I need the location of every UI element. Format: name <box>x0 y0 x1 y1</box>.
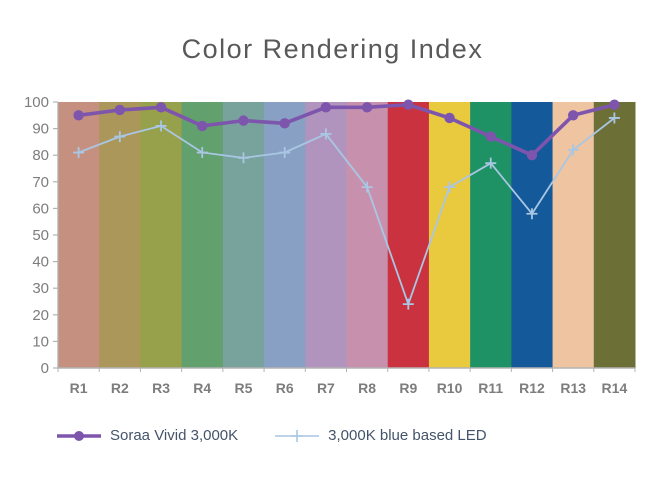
band-R7 <box>305 102 347 368</box>
band-R13 <box>552 102 595 368</box>
data-point-R13 <box>567 110 579 121</box>
data-point-R14 <box>609 99 620 110</box>
x-tick-label: R14 <box>602 380 628 396</box>
x-tick-label: R8 <box>358 380 376 396</box>
series-markers-3-000k-blue-based-led <box>73 112 620 310</box>
series-markers-soraa-vivid-3-000k <box>73 99 620 161</box>
x-tick-label: R4 <box>193 380 211 396</box>
data-point-R4 <box>197 120 208 132</box>
series-line-3-000k-blue-based-led <box>77 117 616 306</box>
x-tick-label: R9 <box>399 380 417 396</box>
legend-line-plus-icon <box>275 429 320 442</box>
chart-title: Color Rendering Index <box>181 34 484 64</box>
y-tick-label: 60 <box>32 200 49 217</box>
data-point-R7 <box>320 102 332 113</box>
x-tick-label: R13 <box>560 380 586 396</box>
data-point-R1 <box>73 147 85 159</box>
data-point-R5 <box>238 115 249 126</box>
x-tick-label: R5 <box>235 380 253 396</box>
x-tick-label: R3 <box>152 380 170 396</box>
data-point-R3 <box>155 102 167 113</box>
y-tick-label: 90 <box>32 121 49 138</box>
data-point-R6 <box>279 118 290 129</box>
band-R3 <box>140 102 183 368</box>
data-point-R14 <box>608 112 620 124</box>
data-point-R13 <box>567 144 579 156</box>
data-point-R5 <box>237 152 249 164</box>
band-R14 <box>593 102 636 368</box>
band-R12 <box>511 102 554 368</box>
data-point-R2 <box>114 131 126 143</box>
data-point-R1 <box>73 110 84 121</box>
legend-line-dot-icon <box>57 430 101 441</box>
data-point-R8 <box>361 102 373 113</box>
data-point-R2 <box>114 104 126 116</box>
band-R9 <box>387 102 430 368</box>
band-R10 <box>428 102 471 368</box>
data-point-R7 <box>320 128 332 140</box>
data-point-R12 <box>526 150 538 161</box>
data-point-R8 <box>361 181 373 193</box>
y-tick-label: 0 <box>41 360 49 377</box>
band-R1 <box>58 102 100 368</box>
x-tick-label: R12 <box>519 380 545 396</box>
band-R6 <box>264 102 306 368</box>
data-point-R10 <box>444 112 455 124</box>
y-tick-label: 50 <box>32 227 49 244</box>
y-tick-label: 70 <box>32 174 49 191</box>
band-R8 <box>346 102 389 368</box>
y-tick-label: 30 <box>32 280 49 297</box>
data-point-R3 <box>155 120 167 132</box>
cri-chart-svg: 0 10 20 30 40 50 60 70 80 90 100 R1 R2 R3 R4 R5 R6 R7 R8 R9… <box>24 94 636 396</box>
x-tick-label: R6 <box>276 380 294 396</box>
x-tick-label: R10 <box>437 380 463 396</box>
legend-plus-blue <box>291 429 304 442</box>
legend-label-blue-led: 3,000K blue based LED <box>328 427 487 444</box>
y-tick-label: 10 <box>32 333 49 350</box>
series-line-soraa-vivid-3-000k <box>76 102 617 157</box>
band-R5 <box>222 102 265 368</box>
x-tick-label: R1 <box>70 380 88 396</box>
y-tick-label: 20 <box>32 307 49 324</box>
data-point-R9 <box>402 298 414 310</box>
y-tick-label: 100 <box>24 94 49 111</box>
band-R11 <box>470 102 512 368</box>
data-point-R10 <box>444 181 456 193</box>
legend-dot-purple <box>74 430 84 441</box>
y-tick-label: 80 <box>32 147 49 164</box>
data-point-R11 <box>485 157 497 169</box>
data-point-R4 <box>196 147 208 159</box>
y-tick-label: 40 <box>32 254 49 271</box>
legend-label-soraa-vivid: Soraa Vivid 3,000K <box>110 427 239 444</box>
legend-item-soraa-vivid: Soraa Vivid 3,000K <box>56 427 238 444</box>
data-point-R12 <box>526 208 538 220</box>
x-tick-label: R2 <box>111 380 129 396</box>
legend: Soraa Vivid 3,000K 3,000K blue based LED <box>56 427 487 444</box>
legend-item-blue-led: 3,000K blue based LED <box>274 427 487 444</box>
x-tick-label: R11 <box>478 380 503 396</box>
band-R2 <box>99 102 141 368</box>
data-point-R11 <box>485 131 496 142</box>
data-point-R6 <box>279 147 291 159</box>
x-tick-label: R7 <box>317 380 335 396</box>
data-point-R9 <box>403 99 414 110</box>
band-R4 <box>181 102 224 368</box>
